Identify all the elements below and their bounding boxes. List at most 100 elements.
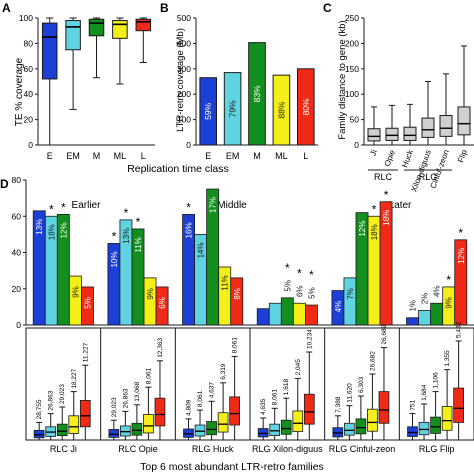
a-box-M bbox=[88, 18, 105, 37]
e-count-label: 26,863 bbox=[122, 388, 129, 408]
e-count-label: 4,635 bbox=[260, 398, 267, 415]
d-ytick-label: 20 bbox=[12, 284, 22, 294]
c-box bbox=[439, 115, 453, 137]
e-count-label: 1,618 bbox=[283, 379, 290, 396]
c-xtick-label: Cinful-zeon bbox=[429, 149, 451, 190]
c-xtick-label: Opie bbox=[383, 148, 397, 167]
c-ytick-label: 0 bbox=[354, 140, 359, 150]
c-box bbox=[457, 106, 471, 136]
e-count-label: 1,355 bbox=[444, 350, 451, 367]
d-significance-star: * bbox=[372, 202, 377, 216]
e-box-E bbox=[407, 426, 418, 437]
d-bar-label: 9% bbox=[146, 288, 155, 300]
a-xtick-label: E bbox=[47, 151, 53, 161]
c-group-label: RLC bbox=[374, 172, 393, 182]
e-count-label: 12,363 bbox=[157, 338, 164, 358]
a-ytick-label: 40 bbox=[24, 89, 34, 99]
a-xtick-label: M bbox=[93, 151, 101, 161]
a-box-L bbox=[135, 18, 152, 32]
panel-a-letter: A bbox=[2, 1, 11, 15]
e-count-label: 29,023 bbox=[111, 397, 118, 417]
d-bar-label: 13% bbox=[35, 219, 44, 235]
d-ytick-label: 80 bbox=[12, 175, 22, 185]
e-box-M bbox=[206, 421, 217, 436]
d-bar-label: 18% bbox=[382, 210, 391, 226]
d-section-label: Middle bbox=[217, 200, 247, 211]
e-family-label: RLC Opie bbox=[118, 444, 158, 454]
d-bar-label: 8% bbox=[233, 288, 242, 300]
e-count-label: 11,227 bbox=[82, 342, 89, 362]
b-xtick-label: L bbox=[303, 151, 308, 161]
e-box-ML bbox=[367, 408, 378, 432]
a-xtick-label: L bbox=[141, 151, 146, 161]
e-box-L bbox=[154, 397, 166, 427]
c-xtick-label: Ji bbox=[368, 148, 379, 157]
e-box-ML bbox=[292, 410, 304, 433]
b-bar-L bbox=[297, 68, 315, 146]
e-count-label: 8,061 bbox=[232, 337, 239, 354]
e-count-label: 5,432 bbox=[456, 321, 463, 338]
d-bar-label: 12% bbox=[358, 221, 367, 237]
panel-d-lower: 28,755 26,863 29,023 18,227 11,227 RLC Ji 29,0… bbox=[25, 321, 474, 454]
a-ytick-label: 60 bbox=[24, 64, 34, 74]
b-xtick-label: M bbox=[253, 151, 261, 161]
a-box-E bbox=[41, 22, 58, 80]
families-xlabel: Top 6 most abundant LTR-retro families bbox=[140, 461, 324, 473]
e-box-EM bbox=[269, 423, 281, 437]
b-ytick-label: 400 bbox=[177, 38, 191, 48]
d-significance-star: * bbox=[285, 261, 290, 275]
e-box-L bbox=[378, 391, 390, 424]
d-bar-label: 11% bbox=[221, 275, 230, 290]
d-section-label: Later bbox=[389, 200, 412, 211]
e-box-ML bbox=[441, 406, 453, 431]
d-bar-L bbox=[379, 201, 393, 326]
a-ytick-label: 20 bbox=[24, 115, 34, 125]
e-family-label: RLG Flip bbox=[419, 444, 455, 454]
d-bar-label: 13% bbox=[122, 228, 131, 244]
e-box-L bbox=[229, 396, 240, 426]
d-bar-label: 1% bbox=[409, 300, 418, 312]
d-bar-label: 4% bbox=[433, 285, 442, 297]
d-bar-M bbox=[430, 302, 444, 326]
b-bar-label: 59% bbox=[203, 102, 213, 119]
a-box-EM bbox=[65, 20, 81, 51]
e-count-label: 13,068 bbox=[134, 382, 141, 402]
d-bar-ML bbox=[143, 277, 157, 326]
e-family-label: RLC Ji bbox=[50, 444, 77, 454]
c-xtick-label: Flip bbox=[456, 148, 469, 164]
e-box-M bbox=[131, 422, 143, 436]
d-significance-star: * bbox=[112, 229, 117, 243]
d-bar-L bbox=[155, 286, 169, 326]
b-bar-E bbox=[199, 77, 217, 146]
panel-a-ylabel: TE % coverage bbox=[14, 57, 25, 126]
e-box-EM bbox=[120, 425, 131, 437]
e-count-label: 26,863 bbox=[48, 390, 55, 410]
b-xtick-label: E bbox=[205, 151, 211, 161]
a-box-ML bbox=[112, 20, 128, 39]
e-box-E bbox=[33, 429, 45, 439]
b-bar-ML bbox=[272, 74, 291, 146]
b-ytick-label: 100 bbox=[177, 115, 191, 125]
b-xtick-label: ML bbox=[275, 151, 288, 161]
d-bar-label: 17% bbox=[209, 197, 218, 213]
e-count-label: 1,684 bbox=[421, 384, 428, 401]
d-section-label: Earlier bbox=[72, 200, 102, 211]
c-ytick-label: 200 bbox=[345, 38, 359, 48]
d-significance-star: * bbox=[124, 206, 129, 220]
e-box-EM bbox=[418, 421, 430, 436]
e-box-ML bbox=[143, 414, 154, 434]
d-bar-label: 9% bbox=[71, 286, 80, 298]
d-bar-ML bbox=[68, 275, 82, 326]
d-bar-L bbox=[304, 304, 318, 326]
e-family-label: RLG Cinful-zeon bbox=[329, 444, 396, 454]
d-bar-label: 12% bbox=[457, 248, 466, 264]
d-bar-label: 14% bbox=[197, 242, 206, 258]
c-ytick-label: 150 bbox=[345, 64, 359, 74]
e-count-label: 8,061 bbox=[272, 389, 279, 406]
d-bar-label: 5% bbox=[283, 280, 292, 292]
d-significance-star: * bbox=[136, 215, 141, 229]
d-bar-L bbox=[454, 239, 468, 326]
e-box-L bbox=[303, 393, 315, 425]
